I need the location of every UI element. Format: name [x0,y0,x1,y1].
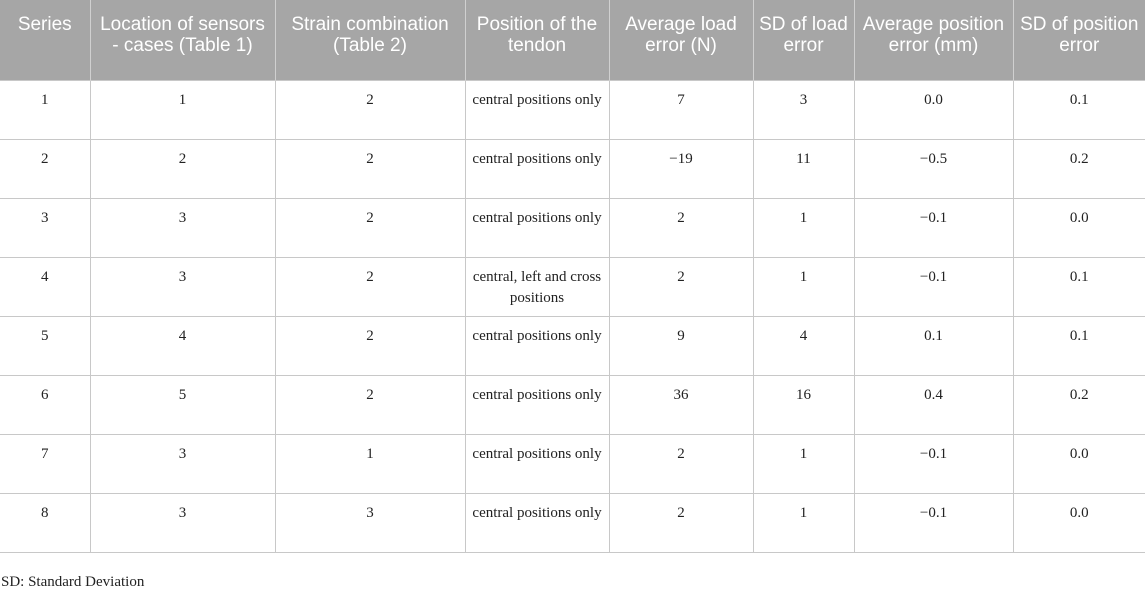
cell-location: 2 [89,139,275,199]
cell-location: 4 [89,316,275,376]
cell-location: 1 [89,79,275,140]
cell-sd-position-error: 0.0 [1012,198,1145,258]
cell-sd-position-error: 0.1 [1012,257,1145,317]
cell-series: 8 [0,493,90,553]
cell-strain: 2 [274,79,465,140]
table-header-row: Series Location of sensors - cases (Tabl… [0,0,1145,80]
cell-sd-position-error: 0.0 [1012,434,1145,494]
cell-avg-load-error: 36 [608,375,753,435]
cell-avg-load-error: 7 [608,79,753,140]
cell-sd-load-error: 1 [752,434,854,494]
cell-position: central, left and cross positions [464,257,609,317]
cell-sd-position-error: 0.1 [1012,316,1145,376]
header-sd-position-error: SD of position error [1012,0,1145,80]
cell-series: 6 [0,375,90,435]
cell-series: 2 [0,139,90,199]
cell-avg-position-error: −0.1 [853,493,1013,553]
cell-location: 3 [89,434,275,494]
cell-sd-load-error: 1 [752,493,854,553]
cell-strain: 2 [274,375,465,435]
cell-avg-position-error: −0.1 [853,257,1013,317]
header-location-of-sensors: Location of sensors - cases (Table 1) [89,0,275,80]
cell-location: 3 [89,493,275,553]
cell-avg-position-error: 0.1 [853,316,1013,376]
header-series: Series [0,0,90,80]
cell-sd-load-error: 11 [752,139,854,199]
cell-position: central positions only [464,375,609,435]
cell-series: 3 [0,198,90,258]
cell-series: 7 [0,434,90,494]
cell-location: 3 [89,198,275,258]
cell-series: 4 [0,257,90,317]
table-row: 6 5 2 central positions only 36 16 0.4 0… [0,375,1145,435]
header-average-load-error: Average load error (N) [608,0,753,80]
cell-sd-position-error: 0.0 [1012,493,1145,553]
cell-strain: 2 [274,139,465,199]
table-row: 3 3 2 central positions only 2 1 −0.1 0.… [0,198,1145,258]
cell-sd-load-error: 4 [752,316,854,376]
cell-strain: 2 [274,257,465,317]
table-footnote: SD: Standard Deviation [1,574,145,590]
table-row: 1 1 2 central positions only 7 3 0.0 0.1 [0,79,1145,140]
cell-avg-load-error: 2 [608,257,753,317]
cell-sd-position-error: 0.1 [1012,79,1145,140]
cell-avg-position-error: 0.4 [853,375,1013,435]
cell-avg-load-error: 2 [608,493,753,553]
cell-sd-load-error: 1 [752,257,854,317]
cell-avg-position-error: −0.5 [853,139,1013,199]
cell-series: 1 [0,79,90,140]
cell-avg-load-error: 9 [608,316,753,376]
cell-position: central positions only [464,139,609,199]
cell-sd-position-error: 0.2 [1012,375,1145,435]
results-table: Series Location of sensors - cases (Tabl… [0,0,1145,553]
cell-avg-load-error: −19 [608,139,753,199]
cell-position: central positions only [464,434,609,494]
cell-strain: 3 [274,493,465,553]
cell-avg-load-error: 2 [608,434,753,494]
cell-sd-position-error: 0.2 [1012,139,1145,199]
cell-series: 5 [0,316,90,376]
table-row: 8 3 3 central positions only 2 1 −0.1 0.… [0,493,1145,553]
cell-sd-load-error: 16 [752,375,854,435]
cell-location: 3 [89,257,275,317]
cell-position: central positions only [464,493,609,553]
header-sd-load-error: SD of load error [752,0,854,80]
table-row: 7 3 1 central positions only 2 1 −0.1 0.… [0,434,1145,494]
table-row: 4 3 2 central, left and cross positions … [0,257,1145,317]
cell-avg-position-error: −0.1 [853,198,1013,258]
cell-avg-position-error: 0.0 [853,79,1013,140]
header-position-of-tendon: Position of the tendon [464,0,609,80]
cell-sd-load-error: 3 [752,79,854,140]
header-average-position-error: Average position error (mm) [853,0,1013,80]
cell-position: central positions only [464,198,609,258]
cell-avg-load-error: 2 [608,198,753,258]
cell-position: central positions only [464,316,609,376]
table-row: 2 2 2 central positions only −19 11 −0.5… [0,139,1145,199]
cell-position: central positions only [464,79,609,140]
cell-strain: 2 [274,198,465,258]
cell-location: 5 [89,375,275,435]
table-row: 5 4 2 central positions only 9 4 0.1 0.1 [0,316,1145,376]
cell-strain: 1 [274,434,465,494]
table-body: 1 1 2 central positions only 7 3 0.0 0.1… [0,79,1145,553]
cell-strain: 2 [274,316,465,376]
cell-sd-load-error: 1 [752,198,854,258]
header-strain-combination: Strain combination (Table 2) [274,0,465,80]
cell-avg-position-error: −0.1 [853,434,1013,494]
